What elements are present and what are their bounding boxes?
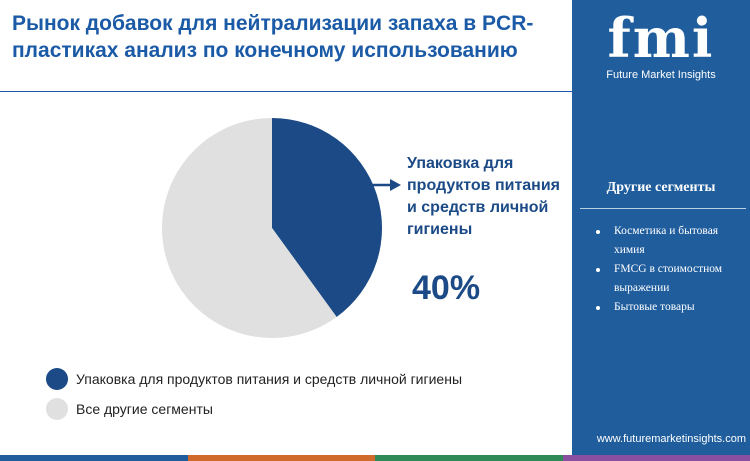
bottom-color-bar bbox=[0, 455, 750, 461]
sidebar-item-label: Косметика и бытовая химия bbox=[614, 225, 719, 256]
legend-item-primary: Упаковка для продуктов питания и средств… bbox=[46, 368, 462, 390]
pie-chart bbox=[162, 118, 383, 338]
legend-swatch-other bbox=[46, 398, 68, 420]
bottom-bar-segment bbox=[562, 455, 750, 461]
pie-slice-primary bbox=[272, 118, 383, 317]
sidebar-item-cosmetics: Косметика и бытовая химия bbox=[572, 222, 750, 260]
pie-slice-other bbox=[162, 118, 337, 338]
sidebar-heading: Другие сегменты bbox=[606, 180, 716, 195]
bottom-bar-segment bbox=[187, 455, 375, 461]
sidebar-list: Косметика и бытовая химия FMCG в стоимос… bbox=[572, 222, 750, 317]
fmi-logo: fmi Future Market Insights bbox=[594, 8, 728, 88]
bullet-icon bbox=[596, 230, 600, 234]
chart-legend: Упаковка для продуктов питания и средств… bbox=[46, 368, 462, 428]
legend-label-other: Все другие сегменты bbox=[76, 401, 213, 417]
callout-label: Упаковка для продуктов питания и средств… bbox=[407, 155, 561, 238]
sidebar-item-household: Бытовые товары bbox=[572, 298, 750, 317]
sidebar-item-fmcg: FMCG в стоимостном выражении bbox=[572, 260, 750, 298]
logo-subtitle: Future Market Insights bbox=[606, 69, 716, 81]
sidebar-divider bbox=[580, 208, 746, 209]
logo-word: fmi bbox=[607, 6, 715, 70]
bullet-icon bbox=[596, 306, 600, 310]
legend-swatch-primary bbox=[46, 368, 68, 390]
page-title: Рынок добавок для нейтрализации запаха в… bbox=[12, 12, 534, 62]
legend-item-other: Все другие сегменты bbox=[46, 398, 462, 420]
legend-label-primary: Упаковка для продуктов питания и средств… bbox=[76, 371, 463, 387]
website-link[interactable]: www.futuremarketinsights.com bbox=[596, 433, 746, 445]
sidebar-item-label: FMCG в стоимостном выражении bbox=[614, 263, 723, 294]
bullet-icon bbox=[596, 268, 600, 272]
sidebar-panel: fmi Future Market Insights Другие сегмен… bbox=[572, 0, 750, 461]
title-divider bbox=[0, 91, 572, 92]
bottom-bar-segment bbox=[375, 455, 563, 461]
bottom-bar-segment bbox=[0, 455, 188, 461]
callout-value: 40% bbox=[412, 269, 481, 307]
sidebar-item-label: Бытовые товары bbox=[614, 301, 695, 313]
callout-arrow-icon bbox=[372, 179, 401, 191]
